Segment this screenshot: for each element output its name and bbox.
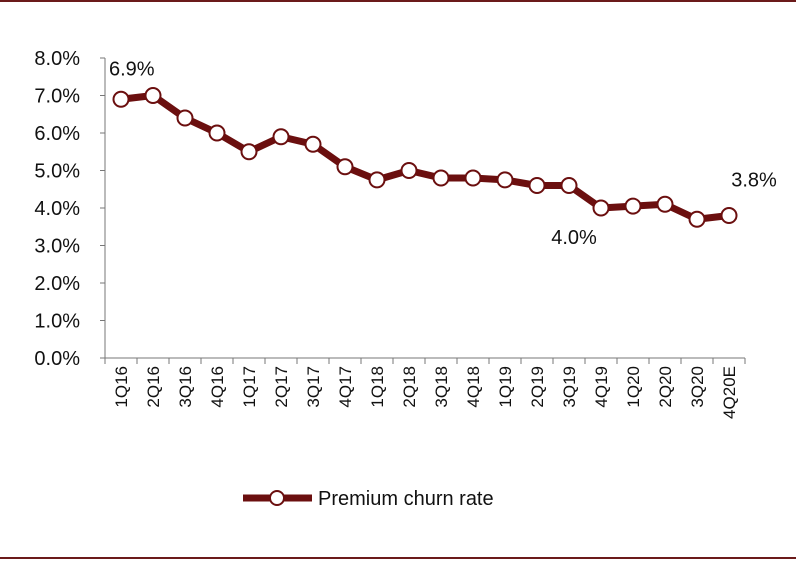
x-tick-label: 4Q18 [464,366,483,408]
x-tick-label: 4Q16 [208,366,227,408]
y-tick-label: 7.0% [34,86,80,108]
y-tick-label: 5.0% [34,161,80,183]
y-axis-ticks: 0.0% 1.0% 2.0% 3.0% 4.0% 5.0% 6.0% 7.0% 8.0% [34,48,105,370]
data-point [528,177,546,194]
x-tick-label: 1Q16 [112,366,131,408]
x-tick-label: 2Q16 [144,366,163,408]
x-tick-label: 1Q19 [496,366,515,408]
x-tick-label: 1Q20 [624,366,643,408]
y-tick-label: 8.0% [34,48,80,70]
x-tick-label: 2Q17 [272,366,291,408]
y-tick-label: 6.0% [34,123,80,145]
data-point [400,162,418,179]
data-label: 3.8% [731,170,777,192]
data-point [176,109,194,127]
bottom-rule [0,557,796,559]
data-point [496,171,514,189]
data-point [144,87,162,104]
y-tick-label: 2.0% [34,273,80,295]
x-tick-label: 3Q18 [432,366,451,408]
data-point [592,199,610,217]
x-tick-label: 2Q18 [400,366,419,408]
x-tick-label: 3Q16 [176,366,195,408]
x-tick-label: 2Q20 [656,366,675,408]
x-tick-label: 1Q18 [368,366,387,408]
data-point [624,197,642,215]
data-point [336,158,354,176]
data-point [720,207,738,224]
legend-marker [269,490,285,506]
series-premium-churn-rate [112,87,738,228]
y-tick-label: 3.0% [34,236,80,258]
y-tick-label: 4.0% [34,198,80,220]
legend-label: Premium churn rate [318,488,494,510]
data-point [304,135,322,153]
x-tick-label: 4Q19 [592,366,611,408]
data-point [656,195,674,213]
data-point [112,90,130,108]
x-tick-label: 4Q17 [336,366,355,408]
data-label: 4.0% [551,227,597,249]
top-rule [0,0,796,2]
data-point [464,169,482,187]
data-labels: 6.9% 4.0% 3.8% [109,58,777,249]
data-point [688,210,706,228]
data-point [272,128,290,146]
x-axis-ticks: 1Q16 2Q16 3Q16 4Q16 1Q17 2Q17 3Q17 4Q17 1Q18 2Q18… [104,358,746,419]
x-tick-label: 3Q17 [304,366,323,408]
data-point [240,143,258,161]
data-label: 6.9% [109,58,155,80]
x-tick-label: 1Q17 [240,366,259,408]
x-tick-label: 3Q20 [688,366,707,408]
data-point [560,177,578,194]
x-tick-label: 2Q19 [528,366,547,408]
x-tick-label: 4Q20E [720,366,739,419]
y-tick-label: 0.0% [34,348,80,370]
data-point [208,124,226,142]
data-point [432,169,450,187]
y-tick-label: 1.0% [34,311,80,333]
x-tick-label: 3Q19 [560,366,579,408]
legend: Premium churn rate [243,488,494,510]
data-point [368,171,386,189]
